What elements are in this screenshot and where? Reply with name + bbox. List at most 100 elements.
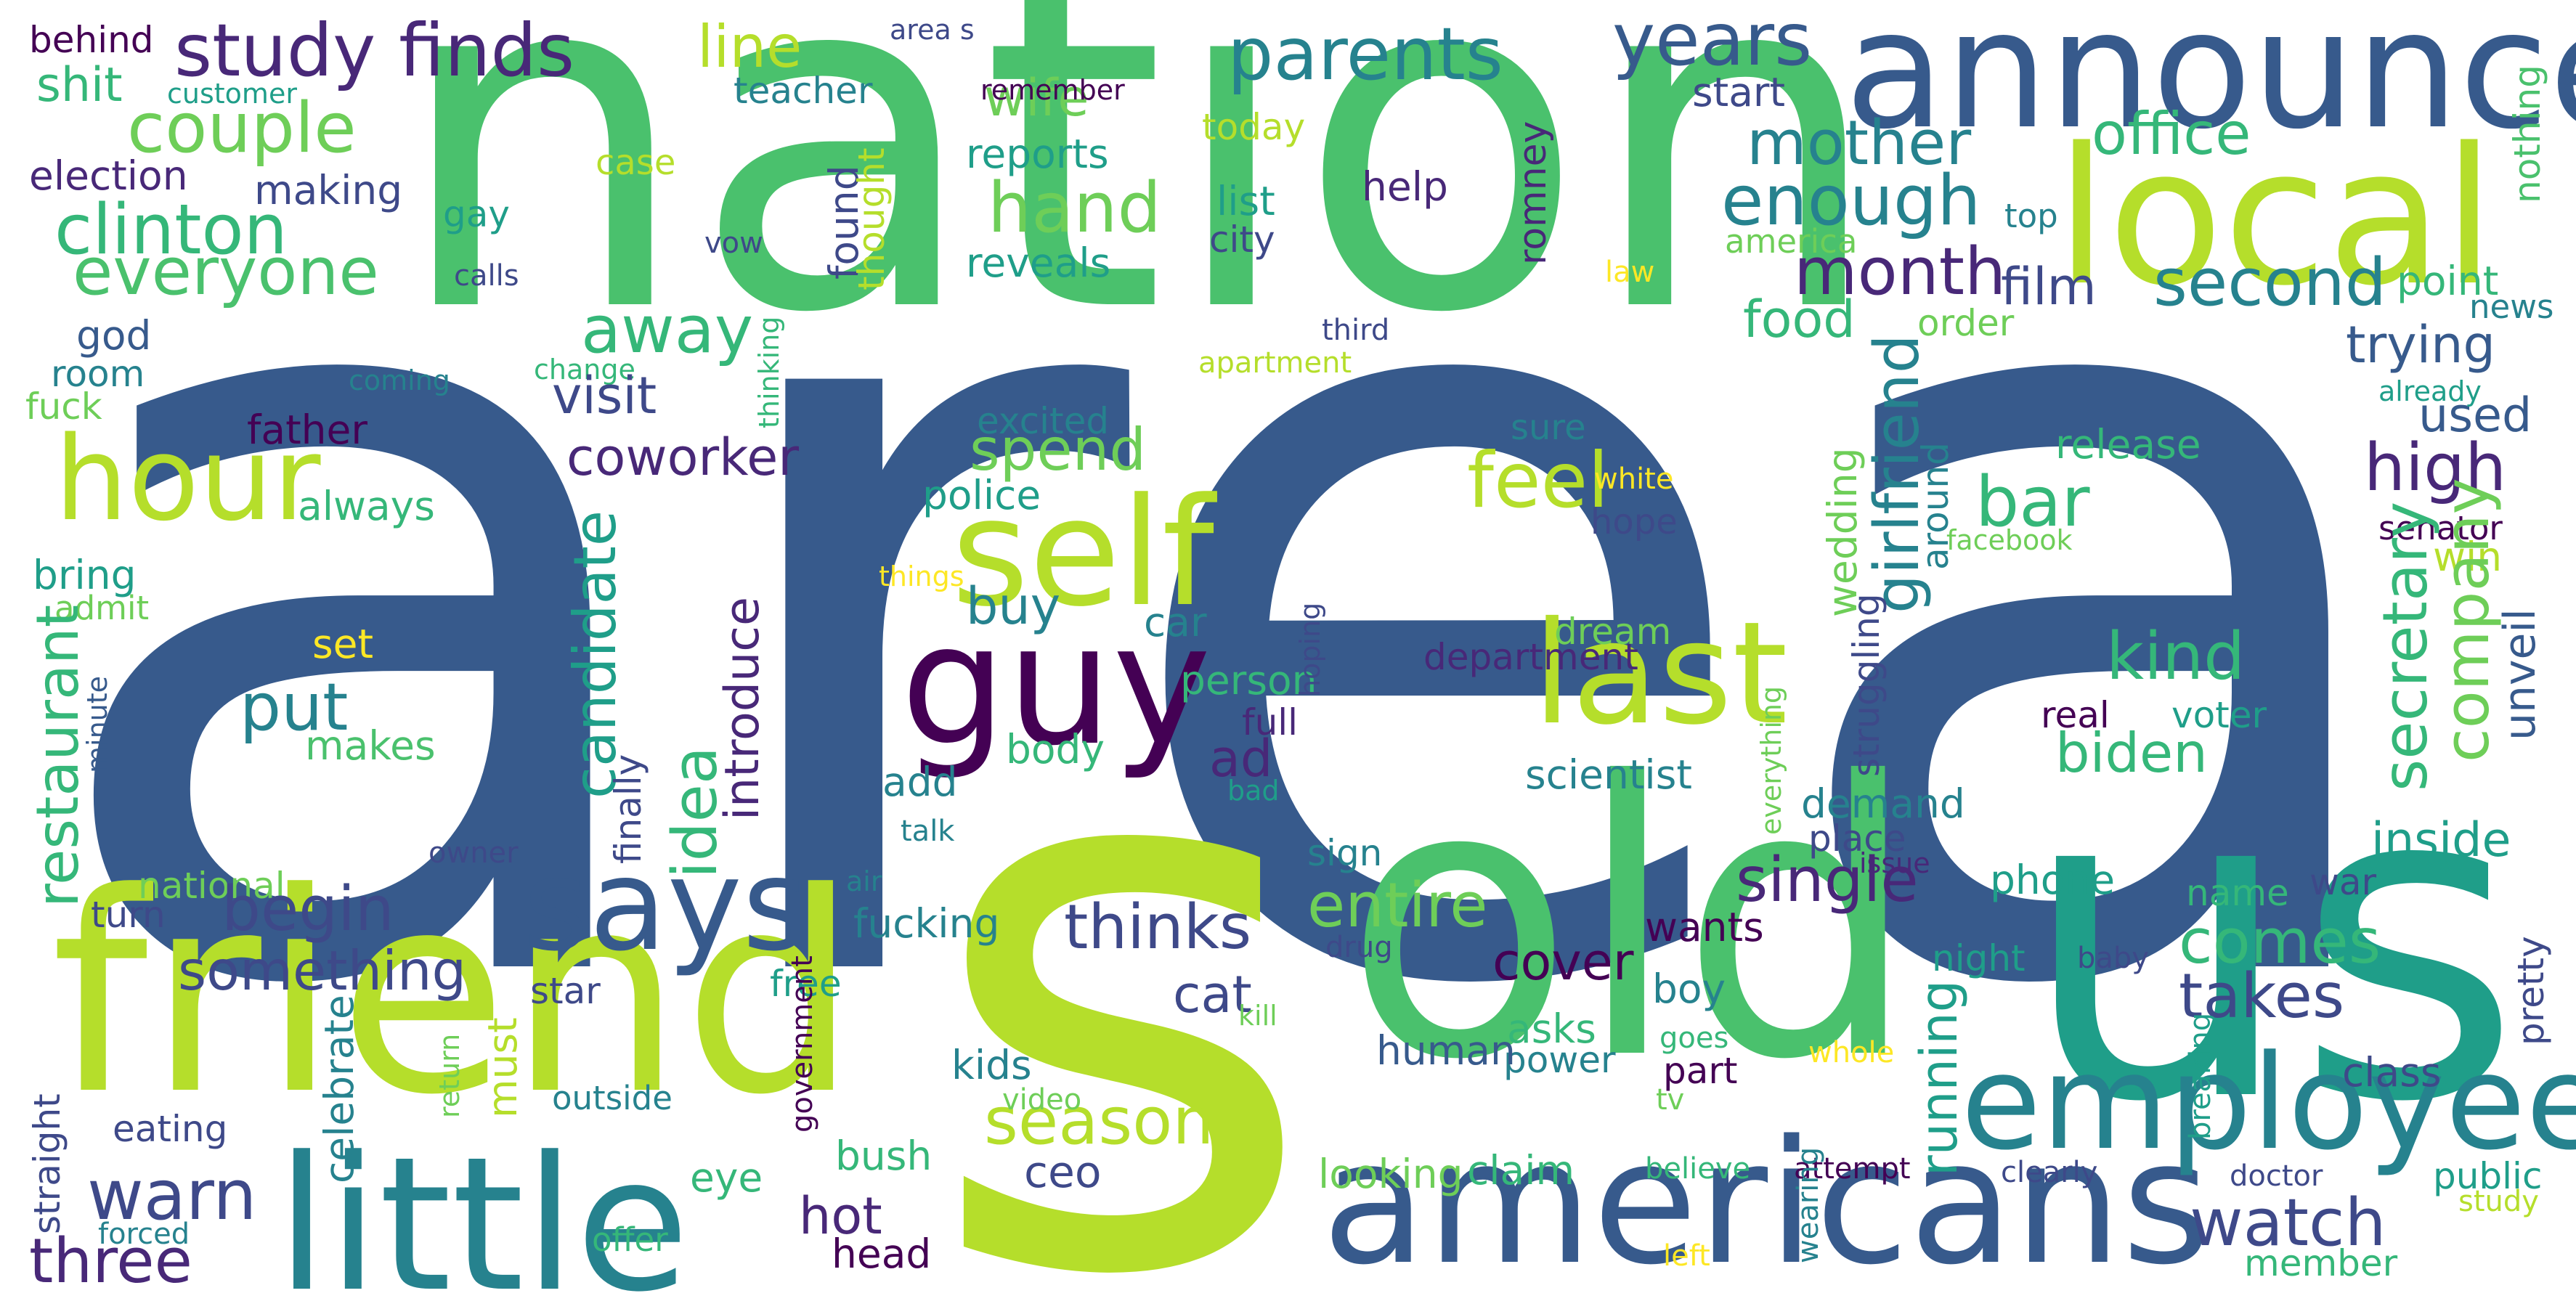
word-minute: restaurant bbox=[24, 604, 92, 908]
word-body: ad bbox=[1209, 729, 1273, 788]
word-things: set bbox=[312, 621, 374, 667]
word-voter: real bbox=[2041, 694, 2110, 736]
word-eating: outside bbox=[552, 1079, 673, 1117]
word-department: dream bbox=[1554, 611, 1672, 653]
word-fucking: thinks bbox=[1064, 892, 1252, 963]
word-secretary: around bbox=[1914, 442, 1957, 570]
word-third: third bbox=[1322, 314, 1390, 347]
word-calls: calls bbox=[454, 259, 519, 293]
word-behind: behind bbox=[29, 19, 154, 61]
word-boy: cover bbox=[1492, 932, 1634, 992]
word-person: makes bbox=[305, 722, 436, 769]
word-reports: reports bbox=[966, 131, 1109, 177]
word-teacher: teacher bbox=[734, 70, 873, 112]
word-biden: scientist bbox=[1525, 751, 1692, 798]
word-offer: forced bbox=[98, 1218, 190, 1251]
word-watch: public bbox=[2433, 1155, 2543, 1197]
word-buy: things bbox=[879, 560, 964, 592]
word-forced: three bbox=[29, 1226, 192, 1297]
word-help: help bbox=[1362, 163, 1448, 210]
word-clearly: attempt bbox=[1794, 1152, 1911, 1186]
word-area: area bbox=[29, 0, 2426, 1220]
word-hope: white bbox=[1594, 462, 1674, 496]
word-second: second bbox=[2153, 245, 2386, 321]
word-ad: full bbox=[1242, 701, 1299, 743]
word-customer: customer bbox=[167, 78, 297, 110]
word-office: office bbox=[2092, 100, 2251, 168]
word-eye: bush bbox=[835, 1133, 933, 1179]
word-s: s bbox=[922, 554, 1320, 1309]
word-claim: looking bbox=[1318, 1151, 1463, 1197]
word-hoping: minute bbox=[81, 675, 113, 773]
word-couple: couple bbox=[127, 89, 357, 168]
word-hot: study bbox=[2458, 1185, 2539, 1218]
word-nothing: romney bbox=[1511, 121, 1555, 265]
word-everyone: everyone bbox=[73, 234, 379, 310]
word-outside: video bbox=[1002, 1083, 1082, 1117]
word-hour: hour bbox=[54, 411, 321, 547]
word-case: case bbox=[596, 142, 676, 183]
word-member: left bbox=[1663, 1239, 1710, 1273]
word-running: struggling bbox=[1845, 593, 1888, 777]
word-god: feel bbox=[1467, 436, 1609, 525]
word-parents: parents bbox=[1227, 12, 1503, 97]
word-found: nothing bbox=[2506, 65, 2548, 203]
word-drug: baby bbox=[2077, 942, 2149, 975]
word-video: kids bbox=[951, 1042, 1032, 1088]
word-believe: claim bbox=[1467, 1147, 1575, 1194]
word-unveil: company bbox=[2431, 478, 2503, 762]
word-power: kill bbox=[1238, 1000, 1277, 1032]
word-real: biden bbox=[2055, 721, 2208, 785]
word-film: film bbox=[2001, 257, 2097, 317]
word-top: top bbox=[2004, 197, 2058, 235]
word-little: little bbox=[276, 1117, 690, 1309]
word-name: single bbox=[1736, 844, 1919, 916]
word-must: breaking bbox=[2184, 1012, 2217, 1140]
word-talk: bad bbox=[1227, 775, 1280, 807]
word-us: us bbox=[2019, 690, 2522, 1197]
word-cover: drug bbox=[1325, 931, 1393, 964]
word-attempt: believe bbox=[1645, 1152, 1751, 1186]
word-law: law bbox=[1605, 256, 1655, 289]
word-wife: wife bbox=[984, 68, 1089, 128]
word-release: bar bbox=[1975, 462, 2090, 542]
word-food: food bbox=[1743, 290, 1856, 349]
word-gay: gay bbox=[443, 193, 510, 235]
word-list: list bbox=[1216, 178, 1275, 224]
word-high: high bbox=[2364, 430, 2507, 506]
word-senator: facebook bbox=[1946, 524, 2073, 556]
word-says: says bbox=[523, 832, 809, 979]
word-police: always bbox=[298, 483, 435, 529]
word-place: demand bbox=[1801, 780, 1965, 827]
word-single: entire bbox=[1307, 870, 1488, 942]
word-line: line bbox=[697, 13, 803, 81]
word-set: admit bbox=[54, 589, 150, 627]
word-sure: excited bbox=[977, 400, 1110, 442]
word-class: tv bbox=[1656, 1083, 1685, 1117]
word-apartment: change bbox=[534, 354, 635, 386]
word-restaurant: finally bbox=[607, 754, 649, 864]
word-already: release bbox=[2055, 421, 2201, 468]
word-everything: hoping bbox=[1294, 602, 1326, 697]
word-goes: power bbox=[1503, 1039, 1616, 1081]
word-pretty: running bbox=[1909, 979, 1969, 1176]
word-kind: department bbox=[1423, 636, 1638, 678]
word-making: making bbox=[254, 167, 403, 213]
word-guy: guy bbox=[901, 589, 1211, 783]
word-ceo: eye bbox=[690, 1154, 763, 1201]
word-turn: national bbox=[138, 865, 285, 907]
word-candidate: introduce bbox=[715, 597, 770, 820]
word-visit: apartment bbox=[1198, 346, 1352, 380]
word-asks: cat bbox=[1173, 965, 1252, 1024]
word-star: free bbox=[770, 963, 842, 1005]
word-season: class bbox=[2342, 1049, 2442, 1096]
word-reveals: reveals bbox=[966, 240, 1111, 286]
word-romney: member bbox=[2244, 1242, 2398, 1284]
word-entire: begin bbox=[222, 873, 394, 945]
word-excited: police bbox=[922, 472, 1041, 518]
word-month: month bbox=[1794, 234, 2007, 310]
word-struggling: everything bbox=[1755, 685, 1787, 835]
word-put: kind bbox=[2106, 619, 2246, 695]
word-order: order bbox=[1917, 302, 2015, 344]
